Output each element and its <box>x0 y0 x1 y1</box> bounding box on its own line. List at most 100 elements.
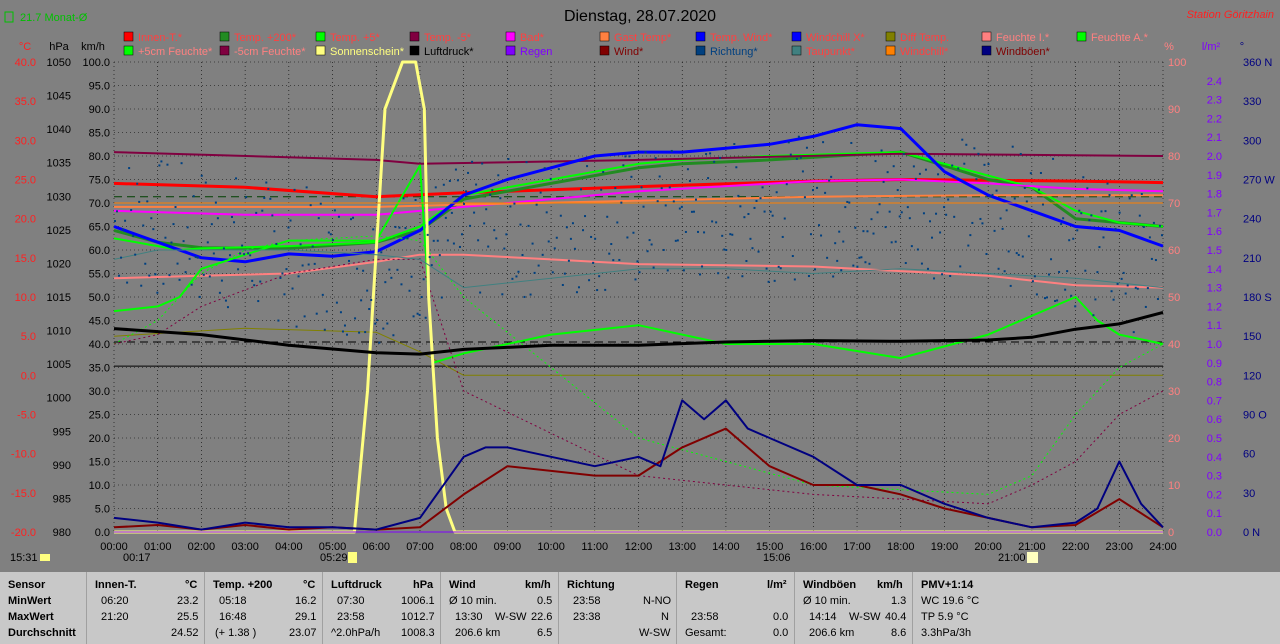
direction-dot <box>705 153 708 156</box>
direction-dot <box>1114 227 1117 230</box>
direction-dot <box>654 157 657 160</box>
x-tick-label: 00:00 <box>100 541 128 553</box>
direction-dot <box>571 222 574 225</box>
y-tick-hpa: 1010 <box>47 326 71 338</box>
direction-dot <box>624 155 627 158</box>
stats-richtung-title: Richtung <box>567 579 615 591</box>
direction-dot <box>789 153 792 156</box>
direction-dot <box>559 214 562 217</box>
direction-dot <box>886 171 889 174</box>
direction-dot <box>448 179 451 182</box>
stats-temp200-avg-note: (+ 1.38 ) <box>215 627 257 639</box>
direction-dot <box>190 283 193 286</box>
direction-dot <box>150 217 153 220</box>
direction-dot <box>1150 257 1153 260</box>
x-tick-label: 03:00 <box>231 541 259 553</box>
direction-dot <box>834 242 837 245</box>
direction-dot <box>118 274 121 277</box>
legend-swatch <box>885 31 896 42</box>
stats-boeen-avg: 8.6 <box>891 627 907 639</box>
direction-dot <box>146 200 149 203</box>
direction-dot <box>616 221 619 224</box>
y-tick-hpa: 1035 <box>47 158 71 170</box>
direction-dot <box>1027 235 1030 238</box>
direction-dot <box>158 164 161 167</box>
stats-temp200-title: Temp. +200 <box>213 579 273 591</box>
stats-innen-min: 23.2 <box>177 595 199 607</box>
direction-dot <box>622 164 625 167</box>
direction-dot <box>1005 209 1008 212</box>
series-windb-en <box>113 399 1164 531</box>
y-tick-hpa: 1015 <box>47 292 71 304</box>
direction-dot <box>206 241 209 244</box>
x-tick-label: 20:00 <box>974 541 1002 553</box>
stats-wind-min: 0.5 <box>537 595 553 607</box>
direction-dot <box>775 191 778 194</box>
axis-unit-rain: l/m² <box>1202 41 1221 53</box>
direction-dot <box>1080 212 1083 215</box>
direction-dot <box>465 190 468 193</box>
direction-dot <box>120 256 123 259</box>
direction-dot <box>475 183 478 186</box>
direction-dot <box>967 244 970 247</box>
direction-dot <box>584 215 587 218</box>
direction-dot <box>297 275 300 278</box>
y-tick-pct: 0 <box>1168 527 1174 539</box>
y-tick-temp: 20.0 <box>15 214 36 226</box>
direction-dot <box>832 275 835 278</box>
direction-dot <box>751 247 754 250</box>
direction-dot <box>432 239 435 242</box>
direction-dot <box>269 197 272 200</box>
direction-dot <box>676 239 679 242</box>
direction-dot <box>684 230 687 233</box>
direction-dot <box>160 160 163 163</box>
stats-richtung-min-time: 23:58 <box>573 595 601 607</box>
direction-dot <box>727 276 730 279</box>
direction-dot <box>844 206 847 209</box>
direction-dot <box>652 266 655 269</box>
direction-dot <box>471 160 474 163</box>
direction-dot <box>739 205 742 208</box>
direction-dot <box>483 222 486 225</box>
direction-dot <box>402 197 405 200</box>
direction-dot <box>456 179 459 182</box>
direction-dot <box>997 267 1000 270</box>
direction-dot <box>715 221 718 224</box>
y-tick-rain: 1.2 <box>1207 301 1222 313</box>
direction-dot <box>579 188 582 191</box>
direction-dot <box>204 181 207 184</box>
stats-boeen-max: 40.4 <box>885 611 907 623</box>
axis-unit-hpa: hPa <box>49 41 69 53</box>
y-tick-kmh: 40.0 <box>89 339 110 351</box>
direction-dot <box>590 235 593 238</box>
series-5cm-feuchte <box>113 258 1164 505</box>
direction-dot <box>531 242 534 245</box>
y-tick-kmh: 70.0 <box>89 198 110 210</box>
direction-dot <box>1068 239 1071 242</box>
direction-dot <box>811 189 814 192</box>
y-tick-temp: -10.0 <box>11 449 36 461</box>
direction-dot <box>688 179 691 182</box>
y-tick-hpa: 1020 <box>47 258 71 270</box>
station-name: Station Göritzhain <box>1187 9 1274 21</box>
direction-dot <box>999 217 1002 220</box>
direction-dot <box>868 262 871 265</box>
direction-dot <box>237 268 240 271</box>
direction-dot <box>477 239 480 242</box>
direction-dot <box>358 331 361 334</box>
direction-dot <box>949 275 952 278</box>
direction-dot <box>1064 288 1067 291</box>
direction-dot <box>1138 214 1141 217</box>
direction-dot <box>382 327 385 330</box>
direction-dot <box>1043 297 1046 300</box>
direction-dot <box>638 271 641 274</box>
month-avg-label: 21.7 Monat-Ø <box>20 12 88 24</box>
stats-luftdruck: Luftdruck hPa 07:30 1006.1 23:58 1012.7 … <box>322 572 441 644</box>
direction-dot <box>830 175 833 178</box>
x-tick-label: 10:00 <box>537 541 565 553</box>
stats-regen-avg-note: Gesamt: <box>685 627 727 639</box>
direction-dot <box>154 273 157 276</box>
direction-dot <box>1086 187 1089 190</box>
direction-dot <box>717 272 720 275</box>
direction-dot <box>820 234 823 237</box>
